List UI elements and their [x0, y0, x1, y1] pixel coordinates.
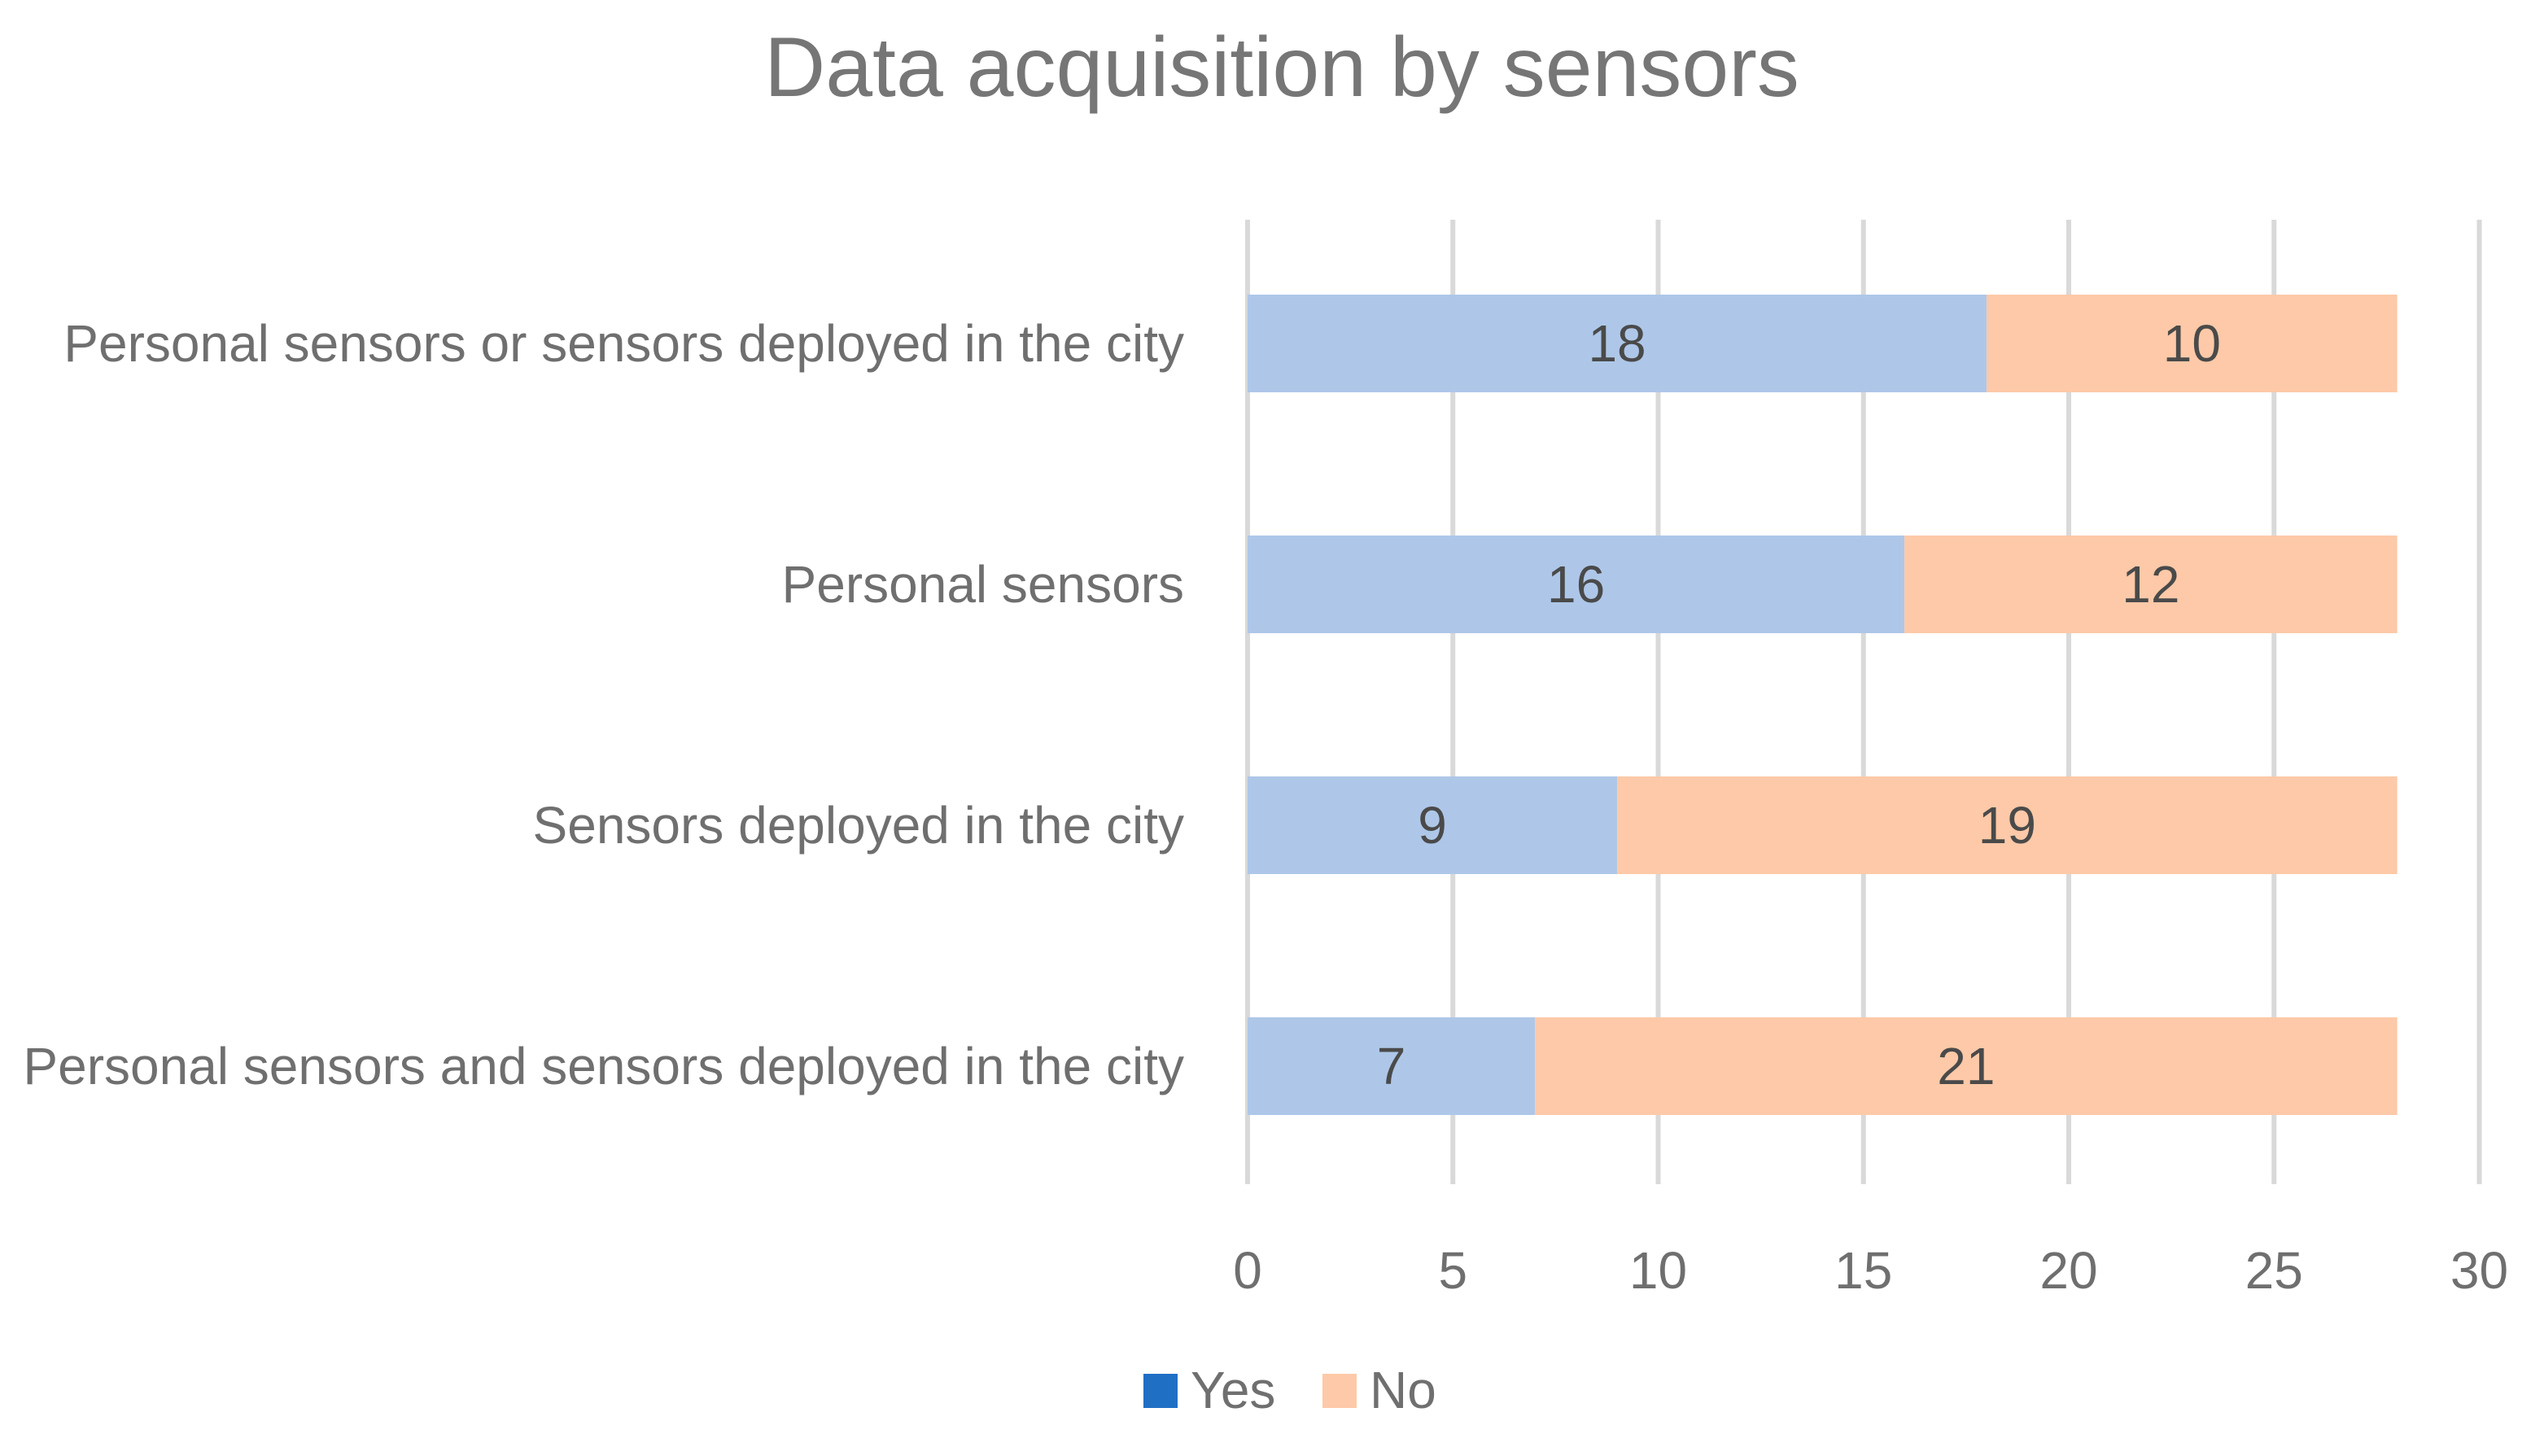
bar-no-1 [1987, 295, 2398, 392]
tick-label-0: 0 [1233, 1241, 1262, 1300]
legend-swatch-no [1322, 1374, 1357, 1408]
category-label-3: Sensors deployed in the city [533, 796, 1184, 855]
tick-label-10: 10 [1629, 1241, 1687, 1300]
chart-title: Data acquisition by sensors [764, 20, 1799, 115]
bar-yes-4 [1248, 1017, 1536, 1115]
tick-label-5: 5 [1438, 1241, 1467, 1300]
x-axis-ticks: 0 5 10 15 20 25 30 [1233, 1241, 2508, 1300]
bar-no-3 [1617, 776, 2398, 874]
data-label-yes-3: 9 [1418, 796, 1447, 855]
bar-yes-3 [1248, 776, 1618, 874]
bar-yes-1 [1248, 295, 1987, 392]
tick-label-15: 15 [1834, 1241, 1892, 1300]
bar-yes-2 [1248, 536, 1905, 633]
tick-label-25: 25 [2245, 1241, 2303, 1300]
data-label-no-4: 21 [1937, 1037, 1995, 1095]
tick-label-30: 30 [2450, 1241, 2508, 1300]
data-label-no-1: 10 [2163, 314, 2221, 373]
legend-swatch-yes [1143, 1374, 1178, 1408]
data-label-no-2: 12 [2122, 555, 2179, 614]
category-labels: Personal sensors or sensors deployed in … [23, 314, 1184, 1095]
data-label-yes-2: 16 [1547, 555, 1605, 614]
bars: 18 10 16 12 9 19 7 21 [1248, 295, 2398, 1115]
bar-no-2 [1904, 536, 2398, 633]
data-label-no-3: 19 [1978, 796, 2036, 855]
data-label-yes-4: 7 [1377, 1037, 1406, 1095]
legend-label-no: No [1370, 1361, 1436, 1419]
tick-label-20: 20 [2039, 1241, 2097, 1300]
category-label-1: Personal sensors or sensors deployed in … [63, 314, 1184, 373]
category-label-4: Personal sensors and sensors deployed in… [23, 1037, 1184, 1095]
data-label-yes-1: 18 [1588, 314, 1646, 373]
category-label-2: Personal sensors [782, 555, 1184, 614]
legend-label-yes: Yes [1191, 1361, 1275, 1419]
legend: Yes No [1143, 1361, 1436, 1419]
bar-no-4 [1535, 1017, 2398, 1115]
